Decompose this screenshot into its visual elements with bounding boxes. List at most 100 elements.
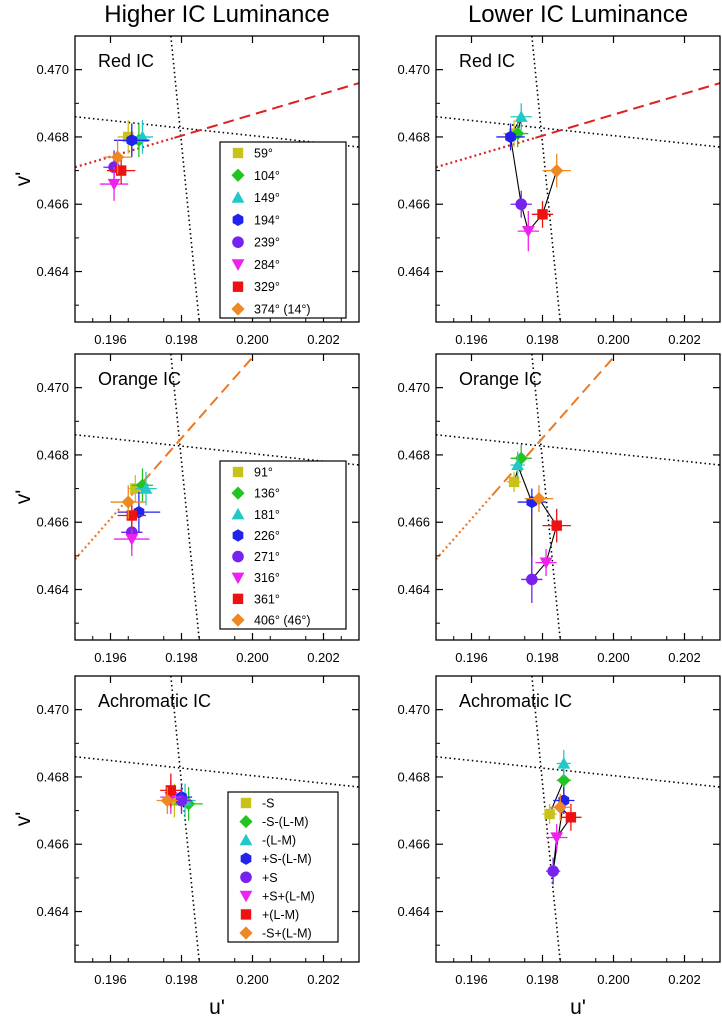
x-tick-label: 0.196 [94, 650, 127, 665]
panel-title: Achromatic IC [98, 691, 211, 711]
data-point-7 [106, 157, 136, 185]
data-point-7 [542, 508, 571, 543]
legend-item-4: +S-(L-M) [240, 852, 312, 866]
panel-2: 0.196 0.198 0.200 0.202 0.464 0.466 0.468 0.470… [397, 35, 721, 347]
data-point-6 [546, 824, 568, 851]
legend-label: 104° [254, 169, 280, 183]
legend-label: +S [262, 871, 278, 885]
hue-line-dashed [535, 82, 720, 139]
marker-square [508, 476, 520, 488]
hue-line-dashed [492, 354, 618, 496]
legend-item-7: 361° [232, 592, 280, 606]
data-point-5 [521, 555, 543, 603]
legend-marker [232, 550, 244, 563]
data-point-8 [103, 140, 132, 174]
y-tick-label: 0.468 [397, 769, 430, 784]
legend-label: +S-(L-M) [262, 852, 312, 866]
legend-item-7: 329° [232, 280, 280, 294]
legend-marker [232, 466, 244, 478]
legend-item-3: 149° [231, 191, 280, 205]
x-tick-label: 0.202 [668, 972, 701, 987]
legend-label: 361° [254, 592, 280, 606]
legend-label: -(L-M) [262, 834, 296, 848]
plot-frame [435, 675, 721, 963]
legend-label: +(L-M) [262, 908, 299, 922]
y-tick-label: 0.464 [36, 264, 69, 279]
x-tick-label: 0.198 [165, 650, 198, 665]
data-point-3 [556, 750, 571, 777]
panel-title: Red IC [459, 51, 515, 71]
reference-line-steep [170, 36, 201, 322]
y-tick-label: 0.466 [36, 515, 69, 530]
marker-diamond [557, 773, 571, 787]
legend-item-1: 91° [232, 466, 273, 480]
marker-hexagon [505, 130, 516, 144]
marker-triangle-down [107, 178, 121, 191]
x-axis-label-right: u' [570, 996, 586, 1019]
legend-label: -S-(L-M) [262, 815, 309, 829]
legend-item-6: 284° [231, 258, 280, 272]
panel-3: 0.196 0.198 0.200 0.202 0.464 0.466 0.468 0.470… [12, 353, 360, 665]
marker-square [130, 483, 141, 494]
legend-label: 59° [254, 147, 273, 161]
data-point-7 [117, 502, 146, 529]
marker-diamond [121, 495, 135, 509]
marker-diamond [532, 492, 546, 506]
y-tick-label: 0.468 [397, 447, 430, 462]
legend-marker [231, 259, 245, 271]
x-tick-label: 0.198 [526, 650, 559, 665]
legend-label: 194° [254, 213, 280, 227]
x-tick-label: 0.200 [597, 650, 630, 665]
legend-marker [232, 213, 244, 227]
plot-area [75, 676, 359, 962]
x-tick-label: 0.198 [165, 332, 198, 347]
marker-diamond [550, 163, 564, 178]
marker-square [565, 812, 577, 823]
plot-area [75, 36, 359, 322]
data-point-3 [135, 471, 157, 506]
y-tick-label: 0.470 [36, 702, 69, 717]
legend-label: 316° [254, 571, 280, 585]
panel-4: 0.196 0.198 0.200 0.202 0.464 0.466 0.468 0.470… [397, 353, 721, 665]
plot-area [436, 354, 720, 640]
y-tick-label: 0.464 [397, 582, 430, 597]
marker-triangle-up [136, 130, 149, 143]
plot-frame [74, 675, 360, 963]
x-tick-label: 0.198 [165, 972, 198, 987]
legend-marker [232, 147, 244, 159]
panel-1: 0.196 0.198 0.200 0.202 0.464 0.466 0.468 0.470… [12, 35, 360, 347]
marker-square [551, 520, 562, 531]
x-axis-label-left: u' [209, 996, 225, 1019]
panel-5: 0.196 0.198 0.200 0.202 0.464 0.466 0.468 0.470… [12, 675, 360, 987]
panel-6: 0.196 0.198 0.200 0.202 0.464 0.466 0.468 0.470… [397, 675, 721, 987]
plot-frame [74, 35, 360, 323]
legend-item-6: +S+(L-M) [239, 889, 315, 903]
y-tick-label: 0.466 [36, 197, 69, 212]
x-tick-label: 0.196 [455, 650, 488, 665]
legend: 91° 136° 181° 226° 271° 316° 361° 406° (46°) [219, 460, 347, 630]
marker-square [126, 510, 137, 521]
column-title-higher: Higher IC Luminance [104, 1, 329, 28]
y-tick-label: 0.470 [36, 380, 69, 395]
data-point-5 [546, 857, 561, 885]
plot-area [436, 676, 720, 962]
y-tick-label: 0.470 [397, 62, 430, 77]
x-tick-label: 0.198 [526, 972, 559, 987]
legend-marker [232, 281, 244, 292]
legend-label: 226° [254, 529, 280, 543]
marker-triangle-up [511, 458, 525, 471]
marker-square [544, 808, 555, 820]
marker-triangle-up [139, 482, 153, 494]
legend-item-7: +(L-M) [240, 908, 299, 922]
legend-label: 239° [254, 236, 280, 250]
legend-label: 284° [254, 258, 280, 272]
panel-title: Red IC [98, 51, 154, 71]
y-tick-label: 0.470 [397, 702, 430, 717]
reference-line-steep [170, 676, 201, 962]
data-point-8 [542, 153, 571, 188]
x-tick-label: 0.198 [526, 332, 559, 347]
marker-circle [515, 198, 527, 211]
panel-title: Achromatic IC [459, 691, 572, 711]
data-point-7 [560, 803, 582, 831]
reference-line-shallow [436, 115, 720, 148]
